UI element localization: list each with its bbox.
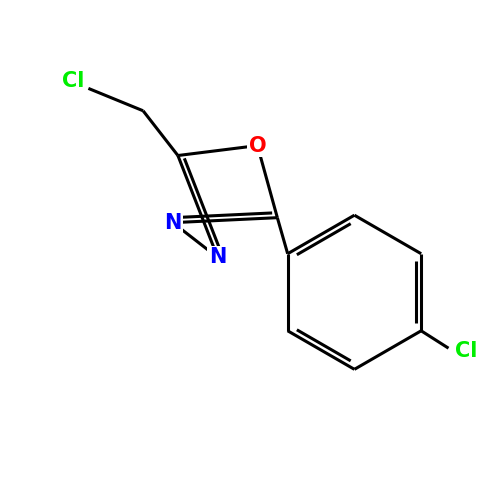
Text: Cl: Cl	[454, 340, 477, 360]
Text: O: O	[248, 136, 266, 156]
Text: N: N	[164, 212, 182, 233]
Text: Cl: Cl	[62, 71, 84, 91]
Text: N: N	[209, 248, 226, 268]
